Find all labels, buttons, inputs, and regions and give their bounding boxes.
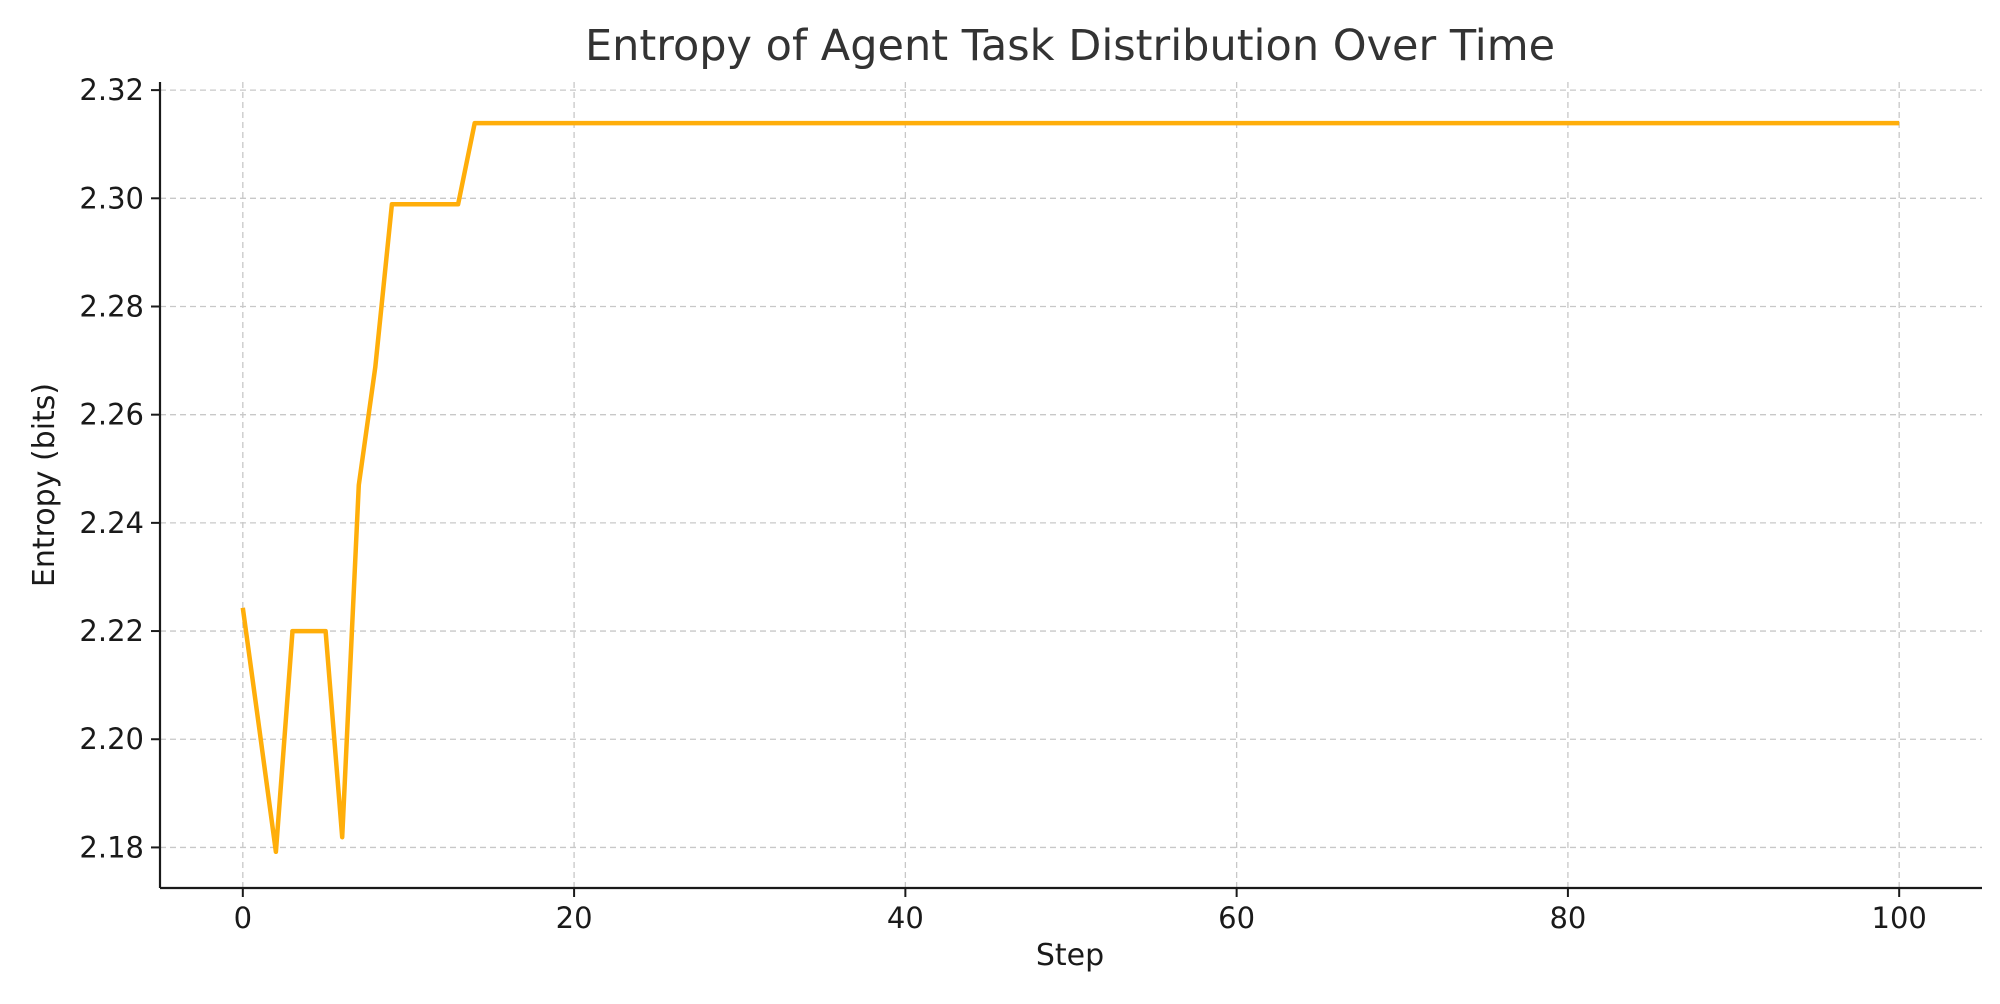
y-axis-title: Entropy (bits) — [27, 383, 62, 587]
y-tick-label: 2.20 — [79, 722, 144, 756]
y-tick-label: 2.28 — [79, 289, 144, 323]
x-tick-label: 0 — [234, 901, 252, 935]
y-tick-label: 2.26 — [79, 398, 144, 432]
x-tick-label: 80 — [1549, 901, 1586, 935]
x-axis-title: Step — [1036, 938, 1104, 973]
y-tick-label: 2.22 — [79, 614, 144, 648]
x-tick-label: 40 — [887, 901, 924, 935]
y-tick-label: 2.30 — [79, 181, 144, 215]
y-tick-label: 2.24 — [79, 506, 144, 540]
y-tick-label: 2.18 — [79, 830, 144, 864]
x-tick-label: 60 — [1218, 901, 1255, 935]
series-layer — [240, 120, 1900, 855]
x-tick-label: 20 — [556, 901, 593, 935]
axes — [158, 82, 1982, 890]
ticks: 0 20 40 60 80 100 2.18 2.20 2.22 2.24 2.26 2.28 2.30… — [79, 73, 1926, 935]
grid — [160, 82, 1982, 888]
x-tick-label: 100 — [1872, 901, 1927, 935]
entropy-series-line — [240, 120, 1900, 855]
chart-title: Entropy of Agent Task Distribution Over … — [585, 21, 1555, 71]
y-tick-label: 2.32 — [79, 73, 144, 107]
